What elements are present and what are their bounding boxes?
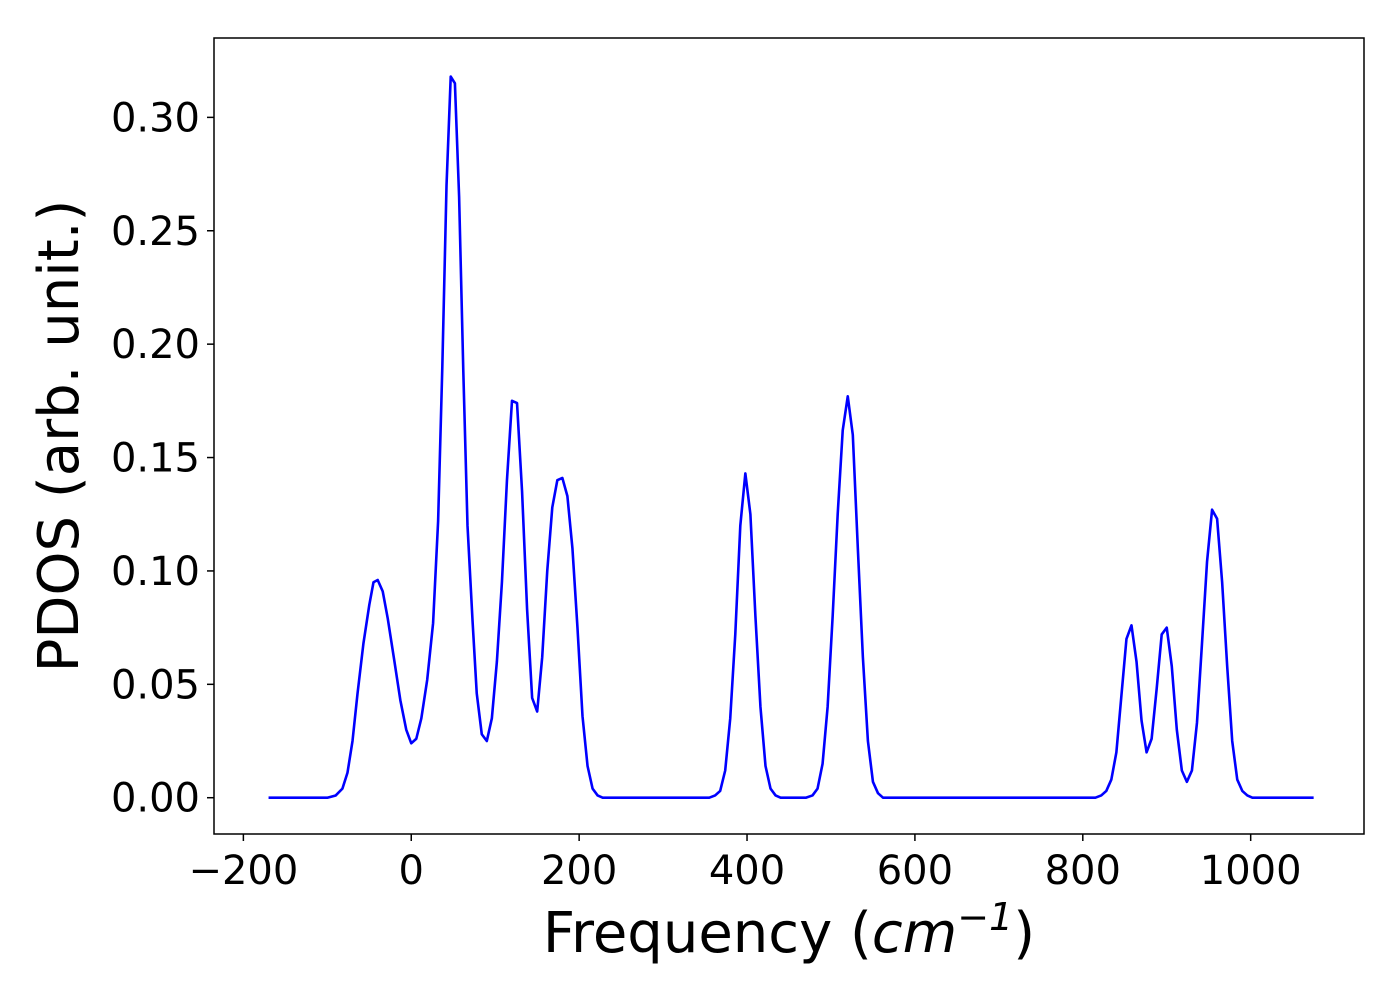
x-tick-label: 1000	[1200, 848, 1302, 894]
y-axis-ticks: 0.00 0.05 0.10 0.15 0.20 0.25 0.30	[111, 95, 214, 822]
x-axis-label-exponent: −1	[957, 895, 1013, 939]
y-tick-label: 0.05	[111, 662, 200, 708]
plot-area	[268, 75, 1314, 800]
x-axis-label-prefix: Frequency (	[543, 901, 872, 966]
x-tick-label: −200	[188, 848, 298, 894]
y-tick-label: 0.30	[111, 95, 200, 141]
axes-frame	[213, 37, 1365, 835]
y-tick-label: 0.20	[111, 322, 200, 368]
x-axis-label-suffix: )	[1013, 901, 1035, 966]
y-tick-label: 0.00	[111, 776, 200, 822]
x-axis-label: Frequency (cm−1)	[543, 895, 1035, 966]
x-tick-label: 600	[877, 848, 953, 894]
y-tick-label: 0.25	[111, 209, 200, 255]
x-tick-label: 800	[1045, 848, 1121, 894]
x-axis-label-unit: cm	[872, 901, 957, 966]
x-tick-label: 0	[399, 848, 424, 894]
y-tick-label: 0.15	[111, 436, 200, 482]
x-tick-label: 400	[709, 848, 785, 894]
y-axis-label: PDOS (arb. unit.)	[27, 200, 92, 673]
x-tick-label: 200	[541, 848, 617, 894]
series-line-0	[268, 75, 1314, 800]
x-axis-ticks: −200 0 200 400 600 800 1000	[188, 834, 1302, 894]
y-tick-label: 0.10	[111, 549, 200, 595]
